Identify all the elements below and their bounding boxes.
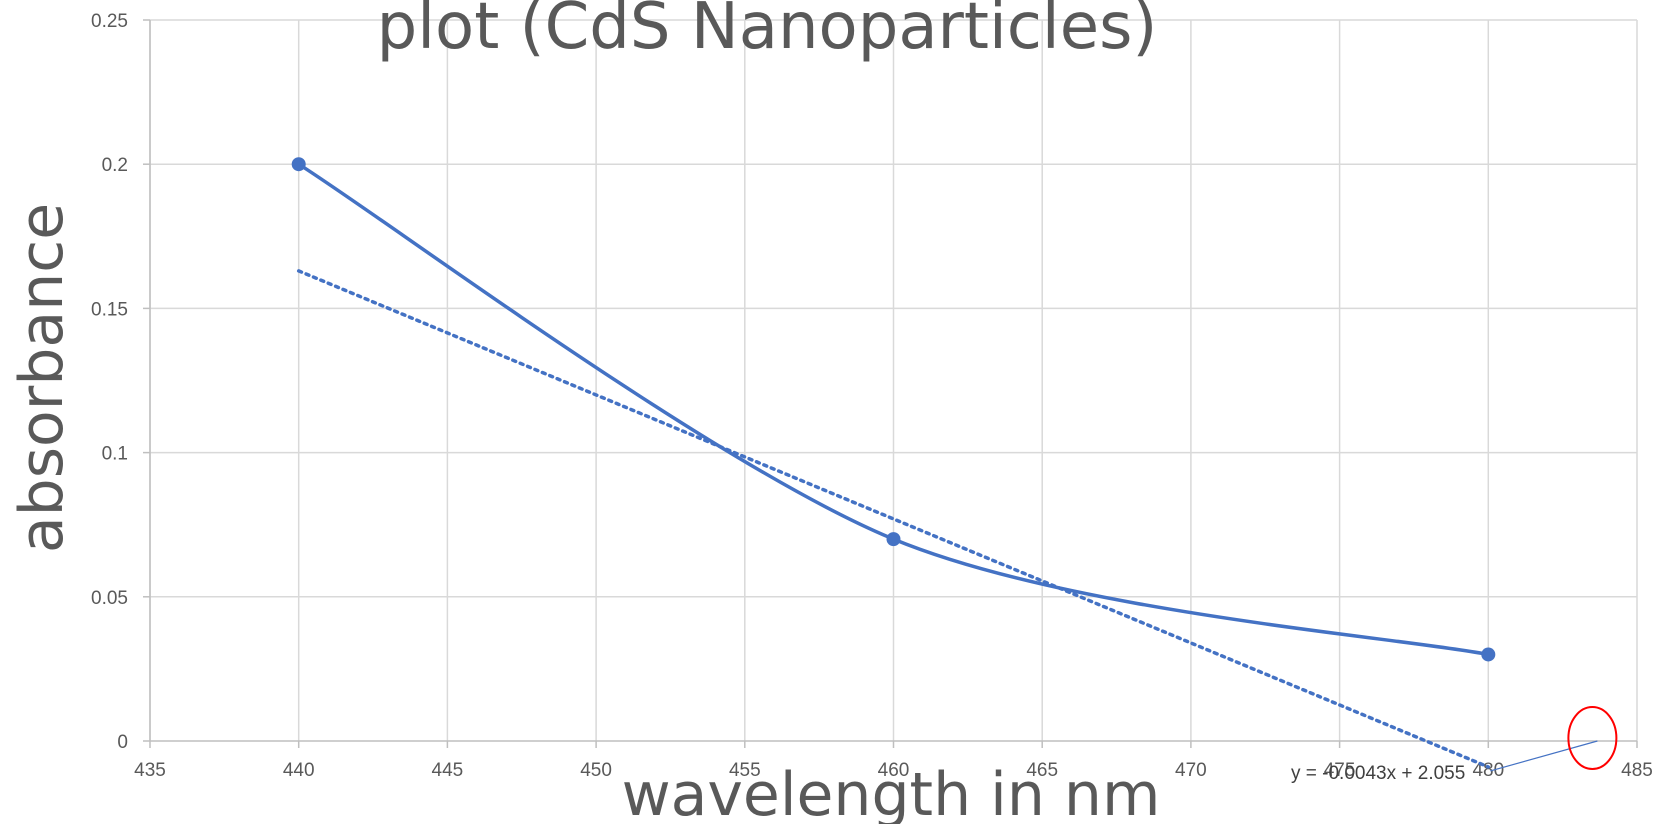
annotation-pointer	[1490, 740, 1598, 772]
axes	[143, 19, 1638, 748]
x-tick-label: 465	[1026, 760, 1058, 781]
x-tick-label: 485	[1621, 760, 1653, 781]
tick-labels: 435 440 445 450 455 460 465 470 475 480 485 0 0.05 0.…	[91, 11, 1653, 781]
y-axis-title: absorbance	[7, 203, 77, 553]
y-tick-label: 0.05	[91, 588, 128, 609]
y-tick-label: 0.25	[91, 11, 128, 32]
x-axis-title: wavelength in nm	[622, 760, 1161, 824]
x-tick-label: 440	[283, 760, 315, 781]
annotations	[1490, 706, 1618, 772]
data-point	[886, 532, 901, 547]
trendline-line	[296, 269, 1491, 769]
gridlines	[149, 19, 1638, 741]
y-tick-label: 0	[117, 732, 128, 753]
x-tick-label: 455	[729, 760, 761, 781]
x-tick-label: 445	[432, 760, 464, 781]
x-tick-label: 435	[134, 760, 166, 781]
chart-title: plot (CdS Nanoparticles)	[377, 0, 1158, 64]
x-tick-label: 460	[878, 760, 910, 781]
x-tick-label: 480	[1472, 760, 1504, 781]
data-point	[1481, 647, 1496, 662]
x-tick-label: 450	[580, 760, 612, 781]
x-tick-label: 470	[1175, 760, 1207, 781]
data-point	[291, 157, 306, 172]
trendline-equation: y = -0.0043x + 2.055	[1291, 763, 1465, 784]
x-tick-label: 475	[1324, 760, 1356, 781]
y-tick-label: 0.2	[102, 155, 128, 176]
annotation-ellipse	[1567, 706, 1618, 770]
y-tick-label: 0.15	[91, 299, 128, 320]
trendline: y = -0.0043x + 2.055	[296, 269, 1491, 784]
data-series	[291, 157, 1496, 662]
y-tick-label: 0.1	[102, 444, 128, 465]
